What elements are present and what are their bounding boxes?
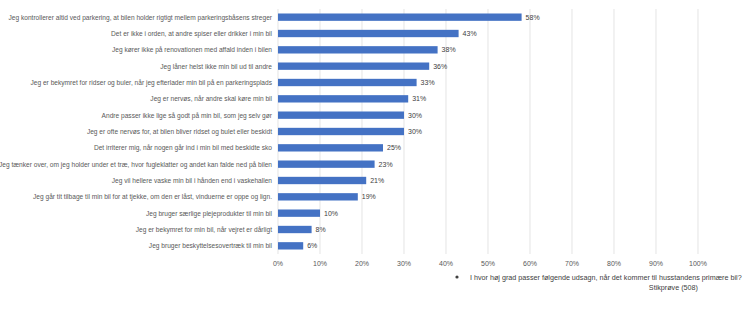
bar xyxy=(278,79,417,86)
legend-entry: I hvor høj grad passer følgende udsagn, … xyxy=(470,273,742,282)
data-label: 25% xyxy=(387,144,401,151)
category-label: Jeg går tit tilbage til min bil for at t… xyxy=(33,193,272,201)
data-label: 31% xyxy=(412,95,426,102)
bar xyxy=(278,62,429,69)
data-label: 10% xyxy=(324,210,338,217)
data-label: 30% xyxy=(408,128,422,135)
tick-label: 70% xyxy=(565,260,579,267)
bar xyxy=(278,30,459,37)
bar xyxy=(278,226,312,233)
bar xyxy=(278,46,438,53)
tick-label: 40% xyxy=(439,260,453,267)
grid-line xyxy=(614,9,615,254)
category-label: Jeg er bekymret for ridser og buler, når… xyxy=(30,79,272,87)
category-label: Jeg er ofte nervøs for, at bilen bliver … xyxy=(87,128,272,136)
grid-line xyxy=(530,9,531,254)
data-label: 36% xyxy=(433,63,447,70)
bar xyxy=(278,242,303,249)
data-label: 21% xyxy=(370,177,384,184)
data-label: 6% xyxy=(307,242,317,249)
category-label: Jeg er bekymret for min bil, når vejret … xyxy=(136,226,272,234)
bar xyxy=(278,95,408,102)
legend-marker xyxy=(455,275,458,278)
bar xyxy=(278,177,366,184)
data-label: 38% xyxy=(442,46,456,53)
category-label: Det er ikke i orden, at andre spiser ell… xyxy=(111,30,272,38)
category-label: Jeg bruger særlige plejeprodukter til mi… xyxy=(146,210,273,218)
data-label: 19% xyxy=(362,193,376,200)
bar xyxy=(278,111,404,118)
tick-label: 20% xyxy=(355,260,369,267)
category-label: Det irriterer mig, når nogen går ind i m… xyxy=(94,144,272,152)
grid-line xyxy=(698,9,699,254)
chart: 0% 10% 20% 30% 40% 50% 60% 70% 80% 90% 100% 58% 43% 3… xyxy=(0,0,746,319)
grid-line xyxy=(488,9,489,254)
data-label: 33% xyxy=(421,79,435,86)
tick-label: 100% xyxy=(689,260,707,267)
data-label: 30% xyxy=(408,112,422,119)
category-label: Jeg kontrollerer altid ved parkering, at… xyxy=(8,14,272,22)
tick-label: 50% xyxy=(481,260,495,267)
data-label: 8% xyxy=(316,226,326,233)
grid-line xyxy=(572,9,573,254)
tick-label: 90% xyxy=(649,260,663,267)
data-label: 58% xyxy=(526,14,540,21)
tick-label: 0% xyxy=(273,260,283,267)
bar xyxy=(278,13,522,20)
category-label: Jeg tænker over, om jeg holder under et … xyxy=(0,161,272,169)
data-label: 43% xyxy=(463,30,477,37)
bar xyxy=(278,128,404,135)
category-label: Jeg vil hellere vaske min bil i hånden e… xyxy=(112,177,273,185)
category-label: Jeg kører ikke på renovationen med affal… xyxy=(112,46,272,54)
grid-line xyxy=(656,9,657,254)
bar xyxy=(278,144,383,151)
bar xyxy=(278,209,320,216)
bar xyxy=(278,160,375,167)
tick-label: 80% xyxy=(607,260,621,267)
annotation: Stikprøve (508) xyxy=(649,283,698,292)
tick-label: 30% xyxy=(397,260,411,267)
category-label: Jeg bruger beskyttelsesovertræk til min … xyxy=(149,242,273,250)
tick-label: 60% xyxy=(523,260,537,267)
category-label: Jeg låner helst ikke min bil ud til andr… xyxy=(160,63,272,71)
tick-label: 10% xyxy=(313,260,327,267)
bar xyxy=(278,193,358,200)
grid xyxy=(278,9,698,254)
category-label: Jeg er nervøs, når andre skal køre min b… xyxy=(150,95,272,103)
data-label: 23% xyxy=(379,161,393,168)
category-label: Andre passer ikke lige så godt på min bi… xyxy=(102,112,273,120)
